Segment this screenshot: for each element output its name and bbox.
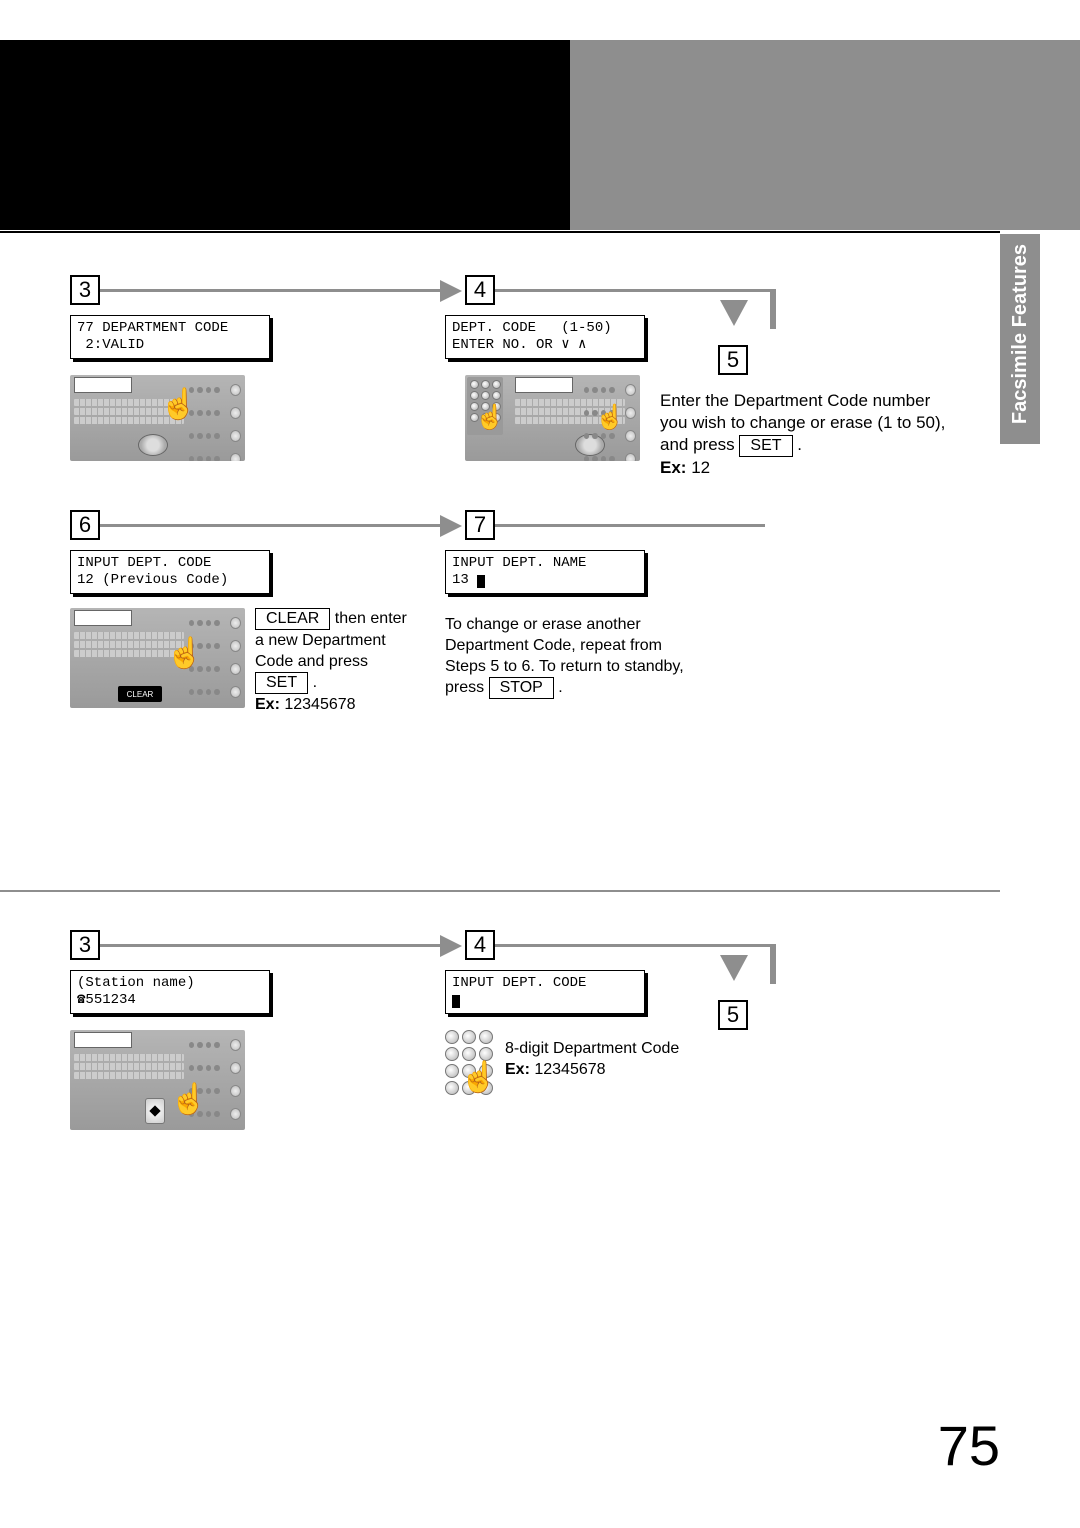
device-panel-illustration: ☝ bbox=[70, 375, 245, 461]
flow-arrow-icon bbox=[440, 935, 462, 957]
flow-line bbox=[100, 944, 440, 947]
step-7-box: 7 bbox=[465, 510, 495, 540]
clear-key-icon: CLEAR bbox=[118, 686, 162, 702]
section-divider bbox=[0, 890, 1000, 892]
lcd-display: INPUT DEPT. CODE bbox=[445, 970, 645, 1014]
step-7-num: 7 bbox=[474, 512, 486, 538]
header-divider bbox=[0, 231, 1000, 233]
step-6-box: 6 bbox=[70, 510, 100, 540]
flow-arrow-icon bbox=[440, 515, 462, 537]
lcd-line: 12 (Previous Code) bbox=[77, 572, 228, 588]
set-button-label: SET bbox=[739, 435, 792, 457]
lcd-display: INPUT DEPT. CODE 12 (Previous Code) bbox=[70, 550, 270, 594]
example-value: 12345678 bbox=[530, 1061, 606, 1078]
flow-line bbox=[770, 289, 776, 329]
flow-arrow-icon bbox=[720, 300, 748, 326]
step-5b-num: 5 bbox=[727, 1002, 739, 1028]
step-3b-box: 3 bbox=[70, 930, 100, 960]
step-3-box: 3 bbox=[70, 275, 100, 305]
text: Enter the Department Code number you wis… bbox=[660, 391, 945, 454]
device-panel-illustration: ☝ bbox=[70, 1030, 245, 1130]
step-4-num: 4 bbox=[474, 277, 486, 303]
cursor-icon bbox=[452, 995, 460, 1008]
flow-line bbox=[100, 524, 440, 527]
text: 8-digit Department Code bbox=[505, 1040, 679, 1057]
cursor-icon bbox=[477, 575, 485, 588]
text: To change or erase another Department Co… bbox=[445, 616, 684, 696]
lcd-display: DEPT. CODE (1-50) ENTER NO. OR ∨ ∧ bbox=[445, 315, 645, 359]
flow-line bbox=[770, 944, 776, 984]
lcd-line: DEPT. CODE (1-50) bbox=[452, 320, 612, 336]
instruction-text: CLEAR then enter a new Department Code a… bbox=[255, 608, 415, 715]
example-label: Ex: bbox=[660, 458, 686, 477]
instruction-text: To change or erase another Department Co… bbox=[445, 614, 685, 699]
clear-button-label: CLEAR bbox=[255, 608, 330, 630]
device-panel-illustration: CLEAR ☝ bbox=[70, 608, 245, 708]
flow-line bbox=[100, 289, 440, 292]
step-4b-num: 4 bbox=[474, 932, 486, 958]
example-label: Ex: bbox=[255, 696, 280, 713]
lcd-line: 77 DEPARTMENT CODE bbox=[77, 320, 228, 336]
page-number: 75 bbox=[938, 1413, 1000, 1478]
section-side-tab: Facsimile Features bbox=[1000, 234, 1040, 444]
lcd-line: INPUT DEPT. NAME bbox=[452, 555, 586, 571]
lcd-line: ☎551234 bbox=[77, 992, 136, 1008]
lcd-display: INPUT DEPT. NAME 13 bbox=[445, 550, 645, 594]
step-4b-box: 4 bbox=[465, 930, 495, 960]
flow-line bbox=[495, 944, 775, 947]
step-3-num: 3 bbox=[79, 277, 91, 303]
example-value: 12 bbox=[686, 458, 710, 477]
example-value: 12345678 bbox=[280, 696, 356, 713]
instruction-text: 8-digit Department Code Ex: 12345678 bbox=[505, 1038, 725, 1080]
lcd-display: 77 DEPARTMENT CODE 2:VALID bbox=[70, 315, 270, 359]
lcd-line: 13 bbox=[452, 572, 477, 588]
step-5-num: 5 bbox=[727, 347, 739, 373]
flow-arrow-icon bbox=[440, 280, 462, 302]
lcd-line: INPUT DEPT. CODE bbox=[77, 555, 211, 571]
flow-line bbox=[495, 524, 765, 527]
device-panel-illustration: ☝ ☝ bbox=[465, 375, 640, 461]
pointing-hand-icon: ☝ bbox=[460, 1060, 497, 1095]
flow-arrow-icon bbox=[720, 955, 748, 981]
step-6-num: 6 bbox=[79, 512, 91, 538]
stop-button-label: STOP bbox=[489, 677, 554, 699]
instruction-text: Enter the Department Code number you wis… bbox=[660, 390, 950, 479]
lcd-line: (Station name) bbox=[77, 975, 195, 991]
header-gray-bar bbox=[570, 40, 1080, 230]
set-button-label: SET bbox=[255, 672, 308, 694]
step-4-box: 4 bbox=[465, 275, 495, 305]
step-5-box: 5 bbox=[718, 345, 748, 375]
lcd-display: (Station name) ☎551234 bbox=[70, 970, 270, 1014]
lcd-line: ENTER NO. OR ∨ ∧ bbox=[452, 337, 586, 353]
start-button-icon bbox=[145, 1098, 165, 1124]
lcd-line: 2:VALID bbox=[77, 337, 144, 353]
step-3b-num: 3 bbox=[79, 932, 91, 958]
header-black-bar bbox=[0, 40, 570, 230]
side-tab-label: Facsimile Features bbox=[1009, 244, 1032, 424]
step-5b-box: 5 bbox=[718, 1000, 748, 1030]
lcd-line: INPUT DEPT. CODE bbox=[452, 975, 586, 991]
flow-line bbox=[495, 289, 775, 292]
example-label: Ex: bbox=[505, 1061, 530, 1078]
